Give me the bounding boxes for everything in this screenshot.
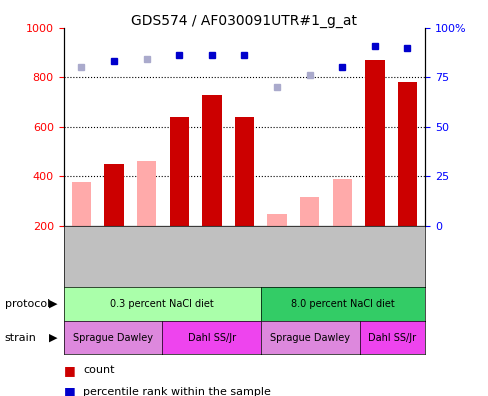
Bar [72,183,91,226]
Bar [137,162,156,226]
Bar [234,117,254,226]
Text: protocol: protocol [5,299,50,309]
Text: Dahl SS/Jr: Dahl SS/Jr [368,333,416,343]
Text: ▶: ▶ [49,299,57,309]
Text: Dahl SS/Jr: Dahl SS/Jr [187,333,235,343]
Bar [104,164,123,226]
Bar [267,214,286,226]
Text: ■: ■ [63,364,75,377]
Text: GDS574 / AF030091UTR#1_g_at: GDS574 / AF030091UTR#1_g_at [131,14,357,28]
Text: 8.0 percent NaCl diet: 8.0 percent NaCl diet [291,299,394,309]
Text: percentile rank within the sample: percentile rank within the sample [83,387,270,396]
Text: strain: strain [5,333,37,343]
Text: ▶: ▶ [49,333,57,343]
Bar [299,197,319,226]
Text: ■: ■ [63,386,75,396]
Bar [169,117,189,226]
Bar [332,179,351,226]
Text: 0.3 percent NaCl diet: 0.3 percent NaCl diet [110,299,214,309]
Bar [202,95,221,226]
Text: Sprague Dawley: Sprague Dawley [270,333,349,343]
Bar [397,82,416,226]
Text: Sprague Dawley: Sprague Dawley [73,333,153,343]
Text: count: count [83,365,114,375]
Bar [365,60,384,226]
